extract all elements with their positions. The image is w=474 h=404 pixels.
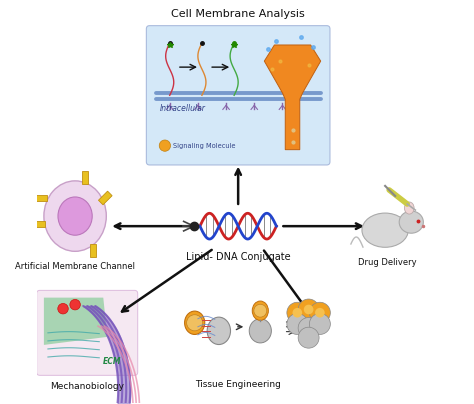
- Ellipse shape: [404, 202, 414, 214]
- Circle shape: [287, 302, 308, 323]
- Circle shape: [315, 308, 325, 318]
- Circle shape: [304, 305, 313, 314]
- Polygon shape: [32, 221, 46, 227]
- Polygon shape: [35, 195, 47, 201]
- Ellipse shape: [249, 319, 272, 343]
- Ellipse shape: [184, 311, 205, 335]
- Text: Lipid- DNA Conjugate: Lipid- DNA Conjugate: [186, 252, 291, 262]
- Circle shape: [298, 327, 319, 348]
- Ellipse shape: [252, 301, 268, 320]
- Text: Intracellular: Intracellular: [160, 104, 206, 114]
- Text: Tissue Engineering: Tissue Engineering: [195, 380, 281, 389]
- Text: Artificial Membrane Channel: Artificial Membrane Channel: [15, 262, 135, 271]
- Circle shape: [254, 304, 267, 317]
- Polygon shape: [82, 171, 88, 184]
- Circle shape: [298, 318, 319, 339]
- Polygon shape: [44, 298, 107, 345]
- Ellipse shape: [362, 213, 408, 247]
- FancyBboxPatch shape: [36, 290, 138, 375]
- Circle shape: [292, 308, 302, 318]
- Polygon shape: [264, 45, 321, 149]
- Polygon shape: [90, 244, 96, 257]
- Circle shape: [310, 302, 330, 323]
- Text: ECM: ECM: [103, 357, 122, 366]
- Text: Signaling Molecule: Signaling Molecule: [173, 143, 236, 149]
- FancyBboxPatch shape: [146, 26, 330, 165]
- Polygon shape: [99, 191, 112, 205]
- Circle shape: [187, 315, 203, 331]
- Circle shape: [58, 303, 68, 314]
- Ellipse shape: [207, 317, 230, 345]
- Text: Drug Delivery: Drug Delivery: [358, 259, 417, 267]
- Text: Mechanobiology: Mechanobiology: [50, 382, 124, 391]
- Circle shape: [159, 140, 171, 151]
- Circle shape: [310, 314, 330, 335]
- Ellipse shape: [44, 181, 106, 251]
- Ellipse shape: [399, 211, 423, 233]
- Circle shape: [287, 314, 308, 335]
- Text: Cell Membrane Analysis: Cell Membrane Analysis: [171, 9, 305, 19]
- Ellipse shape: [58, 197, 92, 235]
- Circle shape: [298, 299, 319, 320]
- Circle shape: [70, 299, 80, 310]
